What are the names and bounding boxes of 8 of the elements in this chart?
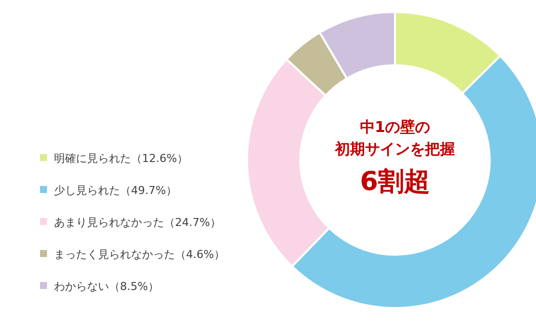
text: 6割超: [360, 167, 430, 197]
legend-label: まったく見られなかった（4.6%）: [54, 248, 225, 261]
text: 初期サインを把握: [334, 140, 455, 158]
legend-label: 少し見られた（49.7%）: [54, 184, 177, 197]
legend-label: あまり見られなかった（24.7%）: [54, 216, 221, 229]
legend-label: 明確に見られた（12.6%）: [54, 152, 188, 165]
text: 中1の壁の: [360, 118, 430, 136]
legend-label: わからない（8.5%）: [54, 280, 159, 293]
